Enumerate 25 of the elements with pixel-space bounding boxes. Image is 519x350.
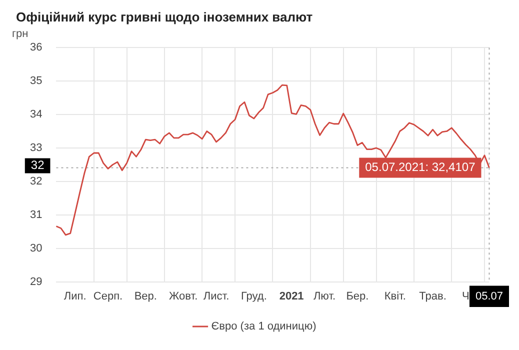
annotation: 05.07.2021: 32,4107 — [365, 160, 476, 174]
x-tick-label: 2021 — [279, 290, 304, 302]
x-tick-label: Груд. — [240, 290, 267, 302]
y-tick-label: 36 — [30, 42, 42, 54]
y-axis-title: грн — [12, 28, 28, 40]
x-tick-label: 05.07 — [475, 290, 503, 302]
y-tick-label: 29 — [30, 276, 42, 288]
x-tick-label: Трав. — [419, 290, 446, 302]
x-tick-label: Вер. — [134, 290, 157, 302]
x-tick-label: Лист. — [203, 290, 230, 302]
x-tick-label: Лют. — [313, 290, 336, 302]
x-tick-label: Жовт. — [168, 290, 198, 302]
x-tick-label: Ч — [462, 290, 470, 302]
y-tick-label: 31 — [30, 208, 42, 221]
chart-title: Офіційний курс гривні щодо іноземних валют — [16, 9, 313, 24]
y-tick-label: 32 — [30, 175, 42, 188]
y-tick-label: 34 — [30, 108, 42, 121]
legend-label: Євро (за 1 одиницю) — [211, 320, 316, 333]
x-tick-label: Квіт. — [384, 290, 406, 302]
y-tick-label: 35 — [30, 75, 42, 88]
x-tick-label: Серп. — [93, 290, 123, 302]
y-tick-label: 30 — [30, 242, 42, 254]
x-tick-label: Лип. — [64, 290, 86, 302]
y-tick-label: 33 — [30, 142, 42, 154]
x-tick-label: Бер. — [346, 290, 369, 302]
